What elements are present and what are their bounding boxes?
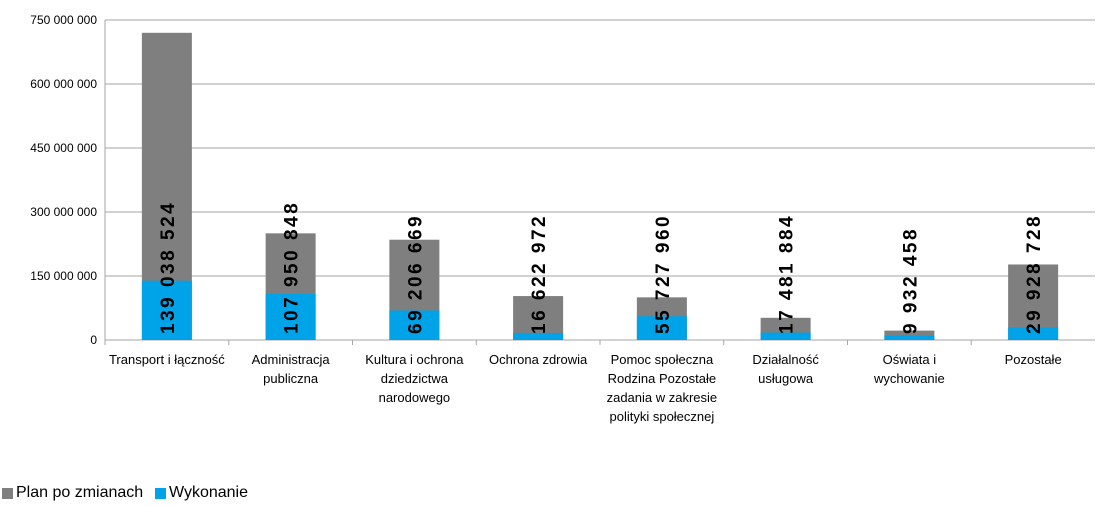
x-tick-label: Administracja publiczna [251, 352, 330, 386]
bar [513, 296, 564, 340]
bar [389, 310, 440, 340]
legend-label: Plan po zmianach [16, 484, 144, 501]
y-tick-label: 600 000 000 [30, 77, 97, 91]
legend-swatch [2, 487, 13, 499]
value-label: 9 932 458 [900, 227, 921, 334]
value-label: 69 206 669 [405, 214, 426, 334]
value-label: 16 622 972 [529, 214, 550, 334]
bar [265, 293, 316, 340]
bar [884, 335, 935, 340]
value-label: 29 928 728 [1024, 214, 1045, 334]
bar [636, 316, 687, 340]
x-tick-label: Ochrona zdrowia [488, 352, 588, 367]
x-tick-label: Oświata i wychowanie [873, 352, 945, 386]
bar [1008, 327, 1059, 340]
bar [884, 330, 935, 340]
legend-item: Plan po zmianach [2, 484, 143, 502]
legend-label: Wykonanie [169, 484, 249, 501]
y-tick-label: 150 000 000 [30, 269, 97, 283]
legend-swatch [155, 487, 166, 499]
value-label: 55 727 960 [653, 214, 674, 334]
value-label: 107 950 848 [282, 201, 303, 334]
bar [760, 332, 811, 340]
value-label: 17 481 884 [777, 214, 798, 334]
value-label: 139 038 524 [158, 201, 179, 334]
x-tick-label: Pomoc społeczna Rodzina Pozostałe zadani… [606, 352, 718, 424]
y-tick-label: 0 [90, 333, 97, 347]
x-tick-label: Kultura i ochrona dziedzictwa narodowego [365, 352, 464, 405]
y-tick-label: 450 000 000 [30, 141, 97, 155]
y-tick-label: 750 000 000 [30, 13, 97, 27]
bar [513, 332, 564, 340]
y-tick-label: 300 000 000 [30, 205, 97, 219]
x-tick-label: Transport i łączność [108, 352, 225, 367]
bar [141, 280, 192, 340]
x-tick-label: Pozostałe [1004, 352, 1062, 367]
x-tick-label: Działalność usługowa [752, 352, 819, 386]
legend-item: Wykonanie [155, 484, 248, 502]
